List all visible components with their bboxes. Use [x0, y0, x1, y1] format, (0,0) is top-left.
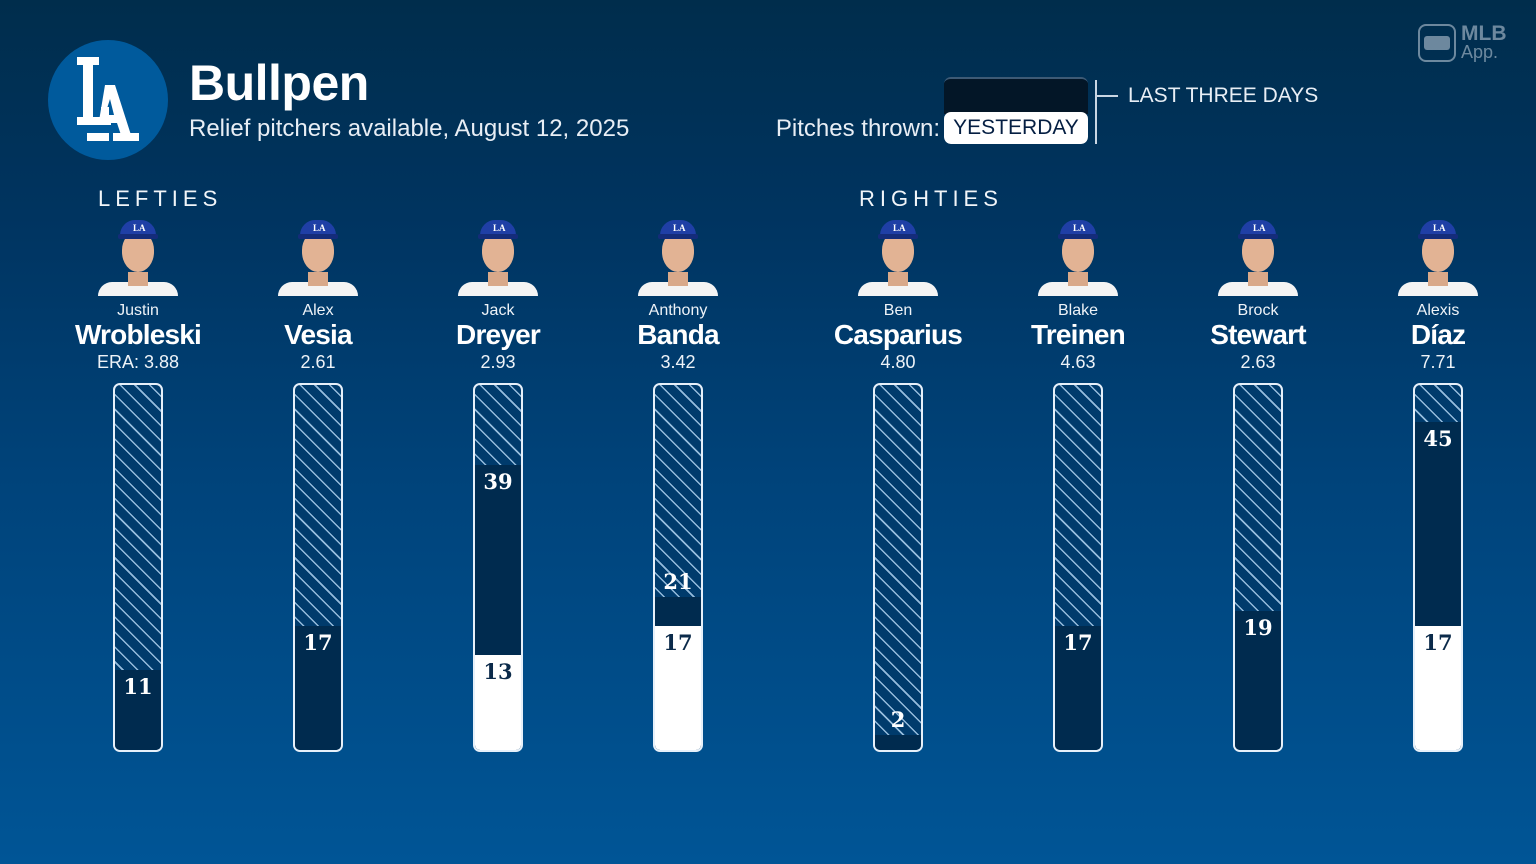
value-label-last-three-days: 45: [1423, 425, 1453, 451]
pitch-count-bar: 2: [873, 383, 923, 752]
page-subtitle: Relief pitchers available, August 12, 20…: [189, 115, 630, 142]
dodgers-la-logo-icon: [77, 57, 139, 141]
cap-logo-icon: LA: [133, 223, 146, 233]
bar-segment-last-three-days: [1055, 625, 1101, 750]
player-last-name: Dreyer: [456, 319, 541, 350]
pitch-count-bar: 17: [293, 383, 343, 752]
player-era: 3.42: [660, 352, 696, 372]
player-card: LA Blake Treinen 4.63: [993, 218, 1163, 374]
player-first-name: Jack: [481, 302, 515, 319]
value-label-last-three-days: 2: [890, 707, 906, 733]
value-label-last-three-days: 11: [123, 673, 153, 699]
player-first-name: Anthony: [648, 302, 708, 319]
player-card: LA Alex Vesia 2.61: [233, 218, 403, 374]
pitch-count-bar: 21 17: [653, 383, 703, 752]
cap-logo-icon: LA: [1433, 223, 1446, 233]
legend-swatch: YESTERDAY: [944, 77, 1088, 144]
player-era: 4.63: [1060, 352, 1096, 372]
player-card: LA Brock Stewart 2.63: [1173, 218, 1343, 374]
player-card: LA Alexis Díaz 7.71: [1353, 218, 1523, 374]
player-era: 2.63: [1240, 352, 1276, 372]
bar-segment-yesterday: [475, 655, 521, 750]
legend-swatch-yesterday: YESTERDAY: [944, 112, 1088, 144]
mlb-app-logo: MLB App.: [1418, 22, 1507, 62]
player-era: ERA: 3.88: [96, 352, 180, 372]
mlb-wordmark: MLB: [1461, 22, 1507, 45]
bar-segment-last-three-days: [1235, 611, 1281, 750]
player-first-name: Alexis: [1416, 302, 1460, 319]
player-headshot: LA: [98, 218, 178, 296]
legend-last-three-days-label: LAST THREE DAYS: [1128, 84, 1319, 107]
team-logo: [48, 40, 168, 160]
legend-label: Pitches thrown:: [775, 115, 940, 142]
pitch-count-bar: 45 17: [1413, 383, 1463, 752]
cap-logo-icon: LA: [493, 223, 506, 233]
bar-segment-last-three-days: [295, 625, 341, 750]
section-label-lefties: LEFTIES: [98, 186, 223, 211]
player-era: 7.71: [1420, 352, 1456, 372]
value-label-yesterday: 17: [663, 629, 693, 655]
player-headshot: LA: [458, 218, 538, 296]
player-first-name: Justin: [117, 302, 159, 319]
cap-logo-icon: LA: [893, 223, 906, 233]
player-last-name: Vesia: [284, 319, 352, 350]
cap-logo-icon: LA: [1073, 223, 1086, 233]
player-era: 2.61: [300, 352, 336, 372]
player-headshot: LA: [858, 218, 938, 296]
player-last-name: Treinen: [1031, 319, 1126, 350]
player-card: LA Justin Wrobleski ERA: 3.88: [53, 218, 223, 374]
bar-segment-yesterday: [655, 625, 701, 750]
pitch-count-bar: 39 13: [473, 383, 523, 752]
value-label-last-three-days: 21: [663, 568, 693, 594]
player-last-name: Stewart: [1210, 319, 1306, 350]
player-card: LA Anthony Banda 3.42: [593, 218, 763, 374]
value-label-yesterday: 13: [483, 659, 513, 685]
player-era: 2.93: [480, 352, 516, 372]
page-title: Bullpen: [189, 55, 369, 111]
player-last-name: Banda: [637, 319, 719, 350]
player-first-name: Alex: [302, 302, 334, 319]
value-label-last-three-days: 17: [1063, 629, 1093, 655]
mlb-batter-icon: [1418, 24, 1456, 62]
player-last-name: Wrobleski: [74, 319, 202, 350]
player-card: LA Ben Casparius 4.80: [813, 218, 983, 374]
player-headshot: LA: [1218, 218, 1298, 296]
value-label-last-three-days: 39: [483, 469, 513, 495]
player-last-name: Casparius: [833, 319, 963, 350]
value-label-last-three-days: 17: [303, 629, 333, 655]
player-headshot: LA: [1398, 218, 1478, 296]
pitch-count-bar: 19: [1233, 383, 1283, 752]
player-headshot: LA: [638, 218, 718, 296]
bar-segment-last-three-days: [115, 669, 161, 750]
bar-segment-yesterday: [1415, 625, 1461, 750]
cap-logo-icon: LA: [673, 223, 686, 233]
player-era: 4.80: [880, 352, 916, 372]
app-wordmark: App.: [1461, 42, 1499, 62]
player-first-name: Ben: [883, 302, 913, 319]
player-first-name: Brock: [1237, 302, 1279, 319]
player-headshot: LA: [1038, 218, 1118, 296]
legend-tick-line: [1097, 95, 1118, 97]
legend-swatch-last-three-days: [944, 79, 1088, 114]
value-label-yesterday: 17: [1423, 629, 1453, 655]
legend-bracket-line: [1095, 80, 1097, 144]
cap-logo-icon: LA: [313, 223, 326, 233]
bar-segment-last-three-days: [875, 735, 921, 750]
player-last-name: Díaz: [1410, 319, 1466, 350]
player-headshot: LA: [278, 218, 358, 296]
value-label-last-three-days: 19: [1243, 615, 1273, 641]
pitch-count-bar: 11: [113, 383, 163, 752]
player-card: LA Jack Dreyer 2.93: [413, 218, 583, 374]
cap-logo-icon: LA: [1253, 223, 1266, 233]
player-first-name: Blake: [1057, 302, 1099, 319]
pitch-count-bar: 17: [1053, 383, 1103, 752]
section-label-righties: RIGHTIES: [859, 186, 1003, 211]
